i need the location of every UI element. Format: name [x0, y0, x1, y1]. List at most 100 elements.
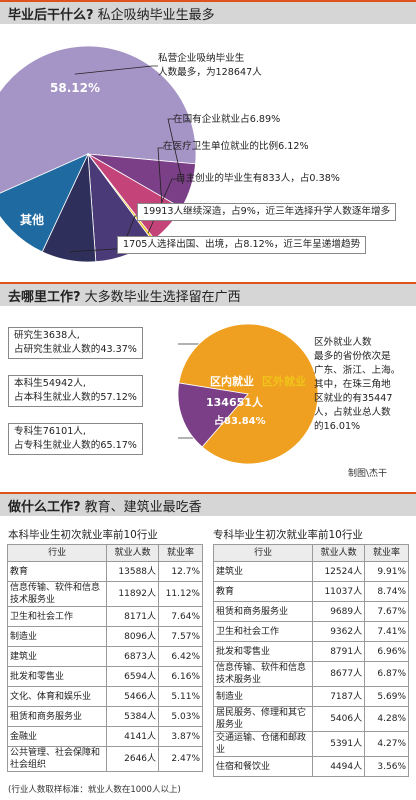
column-header-industry: 行业	[212, 544, 314, 562]
undergraduate-box: 本科生54942人, 占本科生就业人数的57.12%	[8, 375, 143, 407]
table-row: 文化、体育和娱乐业 5466人 5.11%	[6, 686, 203, 707]
leader-line	[167, 118, 184, 185]
column-header-industry: 行业	[6, 544, 108, 562]
undergrad-industry-table: 行业 就业人数 就业率 教育 13588人 12.7% 信息传输、软件和信息技术服务业…	[6, 544, 203, 772]
cell-count: 4494人	[312, 756, 366, 777]
cell-industry: 金融业	[6, 726, 108, 747]
cell-rate: 2.47%	[158, 746, 203, 772]
cell-rate: 5.03%	[158, 706, 203, 727]
table-row: 卫生和社会工作 9362人 7.41%	[212, 621, 409, 642]
cell-industry: 租赁和商务服务业	[6, 706, 108, 727]
cell-rate: 7.64%	[158, 606, 203, 627]
section1-header: 毕业后干什么? 私企吸纳毕业生最多	[0, 0, 416, 24]
cell-count: 12524人	[312, 561, 366, 582]
cell-count: 6594人	[106, 666, 160, 687]
undergrad-table-title: 本科毕业生初次就业率前10行业	[8, 529, 158, 541]
college-table-title: 专科毕业生初次就业率前10行业	[213, 529, 363, 541]
cell-industry: 信息传输、软件和信息技术服务业	[6, 581, 108, 607]
table-row: 租赁和商务服务业 5384人 5.03%	[6, 706, 203, 727]
cell-count: 6873人	[106, 646, 160, 667]
section2-title-bold: 去哪里工作?	[8, 290, 81, 305]
cell-rate: 4.28%	[364, 706, 409, 732]
cell-rate: 5.69%	[364, 686, 409, 707]
cell-rate: 6.87%	[364, 661, 409, 687]
inside-count: 134651人	[206, 395, 264, 409]
cell-industry: 信息传输、软件和信息技术服务业	[212, 661, 314, 687]
cell-industry: 卫生和社会工作	[6, 606, 108, 627]
cell-industry: 教育	[6, 561, 108, 582]
cell-count: 5406人	[312, 706, 366, 732]
outside-province-note: 区外就业人数 最多的省份依次是 广东、浙江、上海。 其中，在珠三角地 区就业的有…	[314, 337, 401, 432]
annotation-further-study: 19913人继续深造，占9%，近三年选择升学人数逐年增多	[137, 203, 397, 221]
cell-industry: 建筑业	[6, 646, 108, 667]
pie-label-private: 58.12%	[50, 81, 100, 95]
section1-title-rest: 私企吸纳毕业生最多	[93, 8, 215, 23]
cell-industry: 居民服务、修理和其它服务业	[212, 706, 314, 732]
cell-industry: 批发和零售业	[212, 641, 314, 662]
column-header-rate: 就业率	[158, 544, 203, 562]
pie-slice	[177, 382, 249, 448]
cell-count: 5384人	[106, 706, 160, 727]
cell-count: 5466人	[106, 686, 160, 707]
cell-count: 13588人	[106, 561, 160, 582]
cell-industry: 文化、体育和娱乐业	[6, 686, 108, 707]
column-header-count: 就业人数	[312, 544, 366, 562]
sampling-note: (行业人数取样标准：就业人数在1000人以上)	[8, 785, 181, 795]
leader-line	[157, 147, 164, 220]
table-row: 建筑业 6873人 6.42%	[6, 646, 203, 667]
section3-title-bold: 做什么工作?	[8, 500, 81, 515]
cell-count: 7187人	[312, 686, 366, 707]
cell-count: 8677人	[312, 661, 366, 687]
leader-line	[74, 65, 158, 75]
table-row: 建筑业 12524人 9.91%	[212, 561, 409, 582]
table-row: 制造业 7187人 5.69%	[212, 686, 409, 707]
cell-rate: 4.27%	[364, 731, 409, 757]
cell-rate: 9.91%	[364, 561, 409, 582]
table-row: 信息传输、软件和信息技术服务业 11892人 11.12%	[6, 581, 203, 607]
pie-slice	[0, 45, 197, 194]
cell-rate: 3.56%	[364, 756, 409, 777]
cell-count: 4141人	[106, 726, 160, 747]
cell-count: 8791人	[312, 641, 366, 662]
cell-industry: 交通运输、仓储和邮政业	[212, 731, 314, 757]
cell-rate: 6.42%	[158, 646, 203, 667]
table-row: 批发和零售业 8791人 6.96%	[212, 641, 409, 662]
cell-rate: 7.57%	[158, 626, 203, 647]
cell-count: 9689人	[312, 601, 366, 622]
section3-header: 做什么工作? 教育、建筑业最吃香	[0, 492, 416, 516]
cell-industry: 住宿和餐饮业	[212, 756, 314, 777]
cell-count: 9362人	[312, 621, 366, 642]
cell-rate: 7.67%	[364, 601, 409, 622]
cell-industry: 制造业	[6, 626, 108, 647]
table-row: 租赁和商务服务业 9689人 7.67%	[212, 601, 409, 622]
location-pie-chart: 区内就业 134651人 占83.84% 区外就业	[177, 323, 319, 465]
annotation-private-enterprise: 私营企业吸纳毕业生 人数最多，为128647人	[158, 53, 262, 78]
table-row: 教育 13588人 12.7%	[6, 561, 203, 582]
annotation-overseas: 1705人选择出国、出境，占8.12%，近三年呈递增趋势	[117, 236, 367, 254]
inside-label: 区内就业	[210, 374, 254, 388]
cell-count: 8096人	[106, 626, 160, 647]
cell-rate: 11.12%	[158, 581, 203, 607]
table-row: 居民服务、修理和其它服务业 5406人 4.28%	[212, 706, 409, 732]
graduate-student-box: 研究生3638人, 占研究生就业人数的43.37%	[8, 327, 143, 359]
section2-title-rest: 大多数毕业生选择留在广西	[80, 290, 241, 305]
cell-industry: 批发和零售业	[6, 666, 108, 687]
inside-percent: 占83.84%	[214, 414, 266, 427]
section3-title-rest: 教育、建筑业最吃香	[80, 500, 202, 515]
cell-industry: 公共管理、社会保障和社会组织	[6, 746, 108, 772]
outside-label: 区外就业	[262, 374, 306, 388]
table-row: 信息传输、软件和信息技术服务业 8677人 6.87%	[212, 661, 409, 687]
column-header-count: 就业人数	[106, 544, 160, 562]
annotation-entrepreneur: 自主创业的毕业生有833人，占0.38%	[176, 173, 340, 184]
cell-count: 11037人	[312, 581, 366, 602]
table-row: 教育 11037人 8.74%	[212, 581, 409, 602]
cell-rate: 8.74%	[364, 581, 409, 602]
pie-slice	[0, 153, 89, 253]
section2-header: 去哪里工作? 大多数毕业生选择留在广西	[0, 282, 416, 306]
cell-rate: 12.7%	[158, 561, 203, 582]
cell-industry: 教育	[212, 581, 314, 602]
cell-industry: 卫生和社会工作	[212, 621, 314, 642]
college-student-box: 专科生76101人, 占专科生就业人数的65.17%	[8, 423, 143, 455]
pie-label-other: 其他	[20, 212, 44, 227]
cell-count: 5391人	[312, 731, 366, 757]
